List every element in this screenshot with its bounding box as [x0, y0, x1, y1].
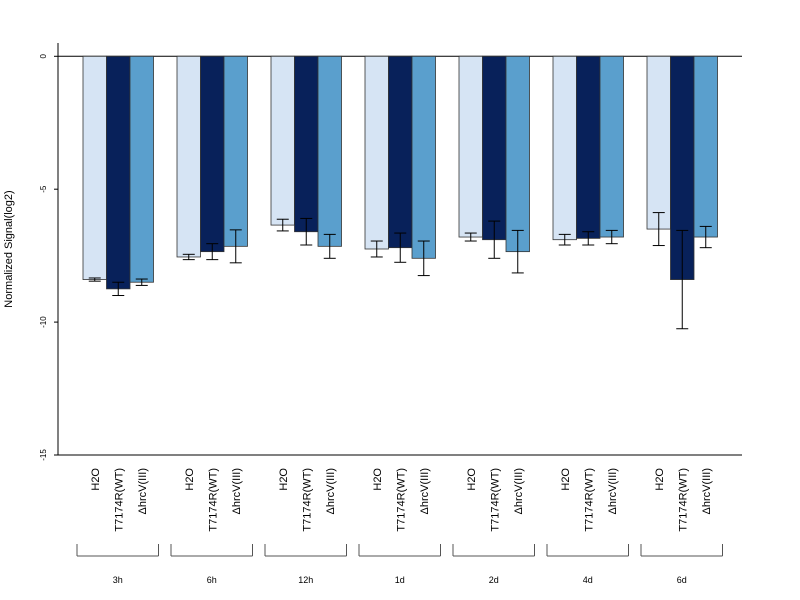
y-tick-label: 0 — [39, 54, 48, 59]
category-label: T7174R(WT) — [583, 468, 595, 532]
category-label: ΔhrcV(III) — [513, 468, 525, 514]
bar — [294, 55, 319, 233]
bar — [552, 55, 577, 241]
bar — [599, 55, 624, 238]
bar — [411, 55, 436, 259]
bar — [693, 55, 718, 238]
y-tick-label: -5 — [39, 185, 48, 193]
group-label: 1d — [395, 575, 405, 585]
category-label: ΔhrcV(III) — [231, 468, 243, 514]
group-label: 2d — [489, 575, 499, 585]
bar — [223, 55, 248, 247]
group-label: 12h — [298, 575, 313, 585]
category-label: H2O — [372, 468, 384, 491]
group-label: 3h — [113, 575, 123, 585]
category-label: T7174R(WT) — [395, 468, 407, 532]
category-label: T7174R(WT) — [207, 468, 219, 532]
category-label: ΔhrcV(III) — [137, 468, 149, 514]
category-label: H2O — [466, 468, 478, 491]
bar — [505, 55, 530, 253]
group-label: 6h — [207, 575, 217, 585]
bar — [576, 55, 601, 239]
bar — [388, 55, 413, 249]
bar — [364, 55, 389, 250]
bar — [482, 55, 507, 241]
bar — [200, 55, 225, 253]
y-tick-label: -10 — [39, 316, 48, 328]
category-label: ΔhrcV(III) — [607, 468, 619, 514]
category-label: H2O — [90, 468, 102, 491]
category-label: ΔhrcV(III) — [419, 468, 431, 514]
category-label: ΔhrcV(III) — [701, 468, 713, 514]
bar — [82, 55, 107, 280]
category-label: T7174R(WT) — [301, 468, 313, 532]
group-label: 6d — [677, 575, 687, 585]
y-axis: 0 -5 -10 -15 — [39, 43, 59, 461]
category-label: H2O — [184, 468, 196, 491]
bars — [82, 55, 718, 290]
bar — [106, 55, 131, 290]
bar — [646, 55, 671, 230]
category-label: H2O — [560, 468, 572, 491]
category-label: H2O — [654, 468, 666, 491]
category-label: ΔhrcV(III) — [325, 468, 337, 514]
category-label: T7174R(WT) — [113, 468, 125, 532]
category-label: T7174R(WT) — [677, 468, 689, 532]
category-label: H2O — [278, 468, 290, 491]
y-axis-label: Normalized Signal(log2) — [3, 190, 15, 307]
group-label: 4d — [583, 575, 593, 585]
category-labels: H2O T7174R(WT) ΔhrcV(III) H2O T7174R(WT) Δhrc… — [90, 468, 713, 532]
y-tick-label: -15 — [39, 449, 48, 461]
group-brackets: 3h 6h 12h 1d 2d 4d 6d — [76, 544, 723, 585]
error-bars — [88, 212, 712, 330]
bar — [129, 55, 154, 283]
bar — [176, 55, 201, 258]
bar — [270, 55, 295, 226]
bar — [458, 55, 483, 238]
bar — [317, 55, 342, 247]
category-label: T7174R(WT) — [489, 468, 501, 532]
